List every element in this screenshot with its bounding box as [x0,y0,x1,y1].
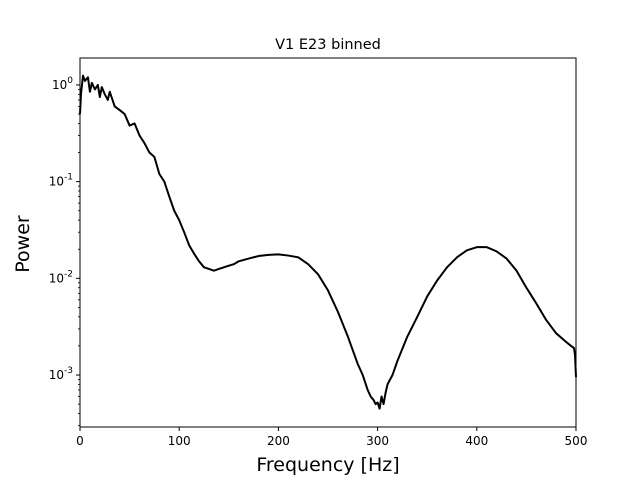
y-tick-label: 10-1 [49,173,73,189]
x-tick-label: 400 [465,434,488,448]
chart-title: V1 E23 binned [275,37,381,53]
y-tick-label: 10-2 [49,269,73,285]
x-tick-label: 500 [565,434,588,448]
x-axis-label: Frequency [Hz] [256,454,399,476]
axes-frame [79,57,577,428]
y-axis: 10-3 10-2 10-1 100 [49,76,80,426]
x-tick-label: 200 [267,434,290,448]
x-tick-label: 0 [76,434,84,448]
x-tick-label: 300 [366,434,389,448]
y-axis-label: Power [12,215,34,273]
plot-area [79,57,577,428]
x-axis: 0 100 200 300 400 500 [76,427,587,448]
x-tick-label: 100 [168,434,191,448]
power-series-line [79,74,577,410]
y-tick-label: 10-3 [49,366,73,382]
y-tick-label: 100 [52,76,73,92]
